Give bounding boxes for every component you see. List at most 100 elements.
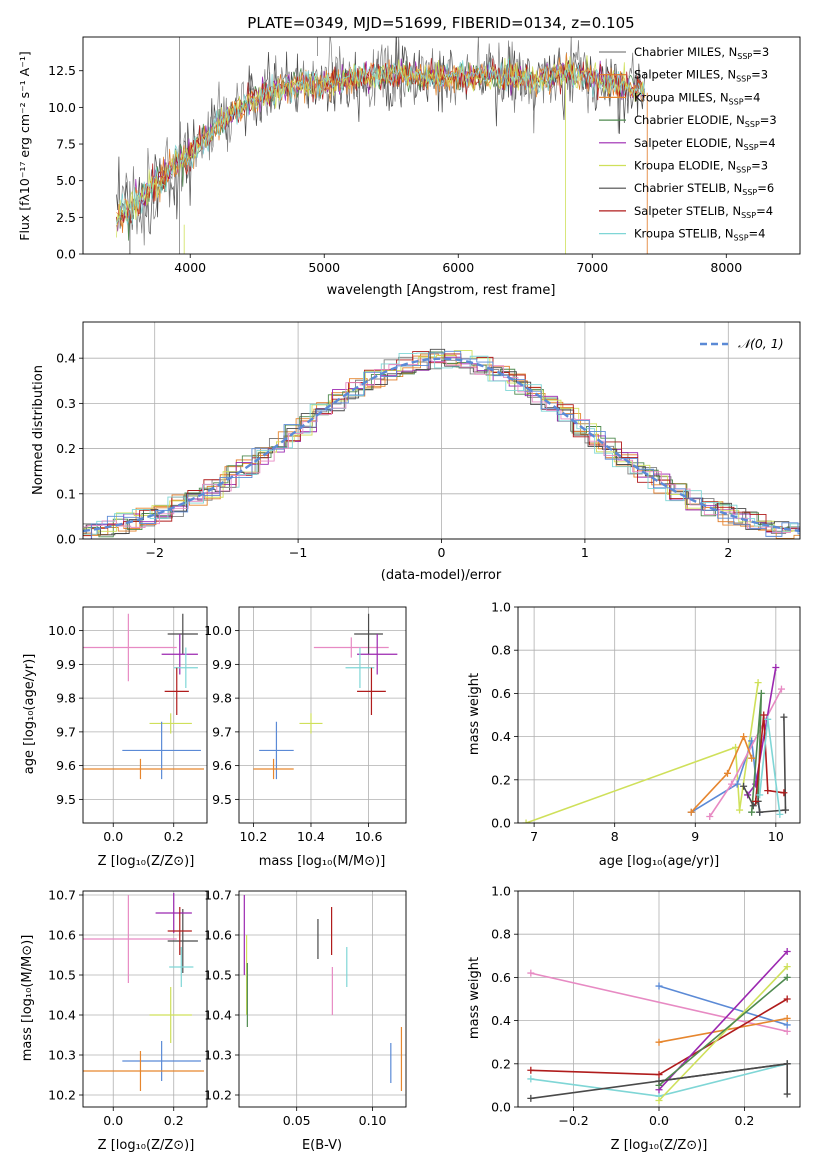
y-tick-label: 12.5 [48, 63, 76, 78]
histogram-series [83, 352, 800, 535]
weight-marker [740, 782, 748, 790]
legend-entry: Kroupa STELIB, NSSP=4 [634, 227, 765, 243]
y-tick-label: 9.6 [212, 758, 232, 773]
x-axis-label: Z [log₁₀(Z/Z⊙)] [98, 1138, 195, 1153]
x-tick-label: 7 [530, 829, 538, 844]
x-tick-label: −0.2 [558, 1113, 588, 1128]
weight-marker [783, 1014, 791, 1022]
errorbar-point [169, 947, 194, 987]
y-axis-label: Normed distribution [31, 365, 46, 495]
x-tick-label: 0.0 [103, 829, 123, 844]
mass-vs-metallicity-panel: 0.0 0.2 10.2 10.3 10.4 10.5 10.6 10.7 Z [log₁₀(… [20, 888, 208, 1153]
y-tick-label: 9.8 [56, 691, 76, 706]
errorbar-point [164, 667, 189, 715]
axes-frame [238, 606, 407, 824]
y-tick-label: 0.1 [56, 486, 76, 501]
weight-marker [723, 769, 731, 777]
weight-marker [783, 1021, 791, 1029]
x-axis-label: Z [log₁₀(Z/Z⊙)] [98, 854, 195, 869]
y-tick-label: 0.0 [491, 1100, 511, 1115]
weight-marker [752, 797, 760, 805]
y-tick-label: 10.7 [48, 888, 76, 903]
errorbars [253, 613, 398, 780]
y-tick-label: 10.2 [204, 1088, 232, 1103]
weight-marker [527, 1066, 535, 1074]
errorbars [83, 893, 204, 1091]
spectrum-line [116, 58, 646, 225]
weight-marker [764, 787, 772, 795]
weight-marker [749, 802, 757, 810]
y-tick-label: 10.2 [48, 1088, 76, 1103]
age-vs-mass-panel: 10.2 10.4 10.6 9.5 9.6 9.7 9.8 9.9 10.0 mass [lo… [204, 606, 407, 869]
errorbar-point [167, 909, 198, 973]
x-axis-label: E(B-V) [302, 1138, 342, 1153]
x-tick-label: 10.6 [355, 829, 383, 844]
weight-lines [527, 947, 791, 1105]
y-tick-label: 0.3 [56, 396, 76, 411]
x-tick-label: −1 [289, 545, 307, 560]
y-tick-label: 10.3 [204, 1048, 232, 1063]
weight-marker [776, 810, 784, 818]
x-tick-label: 10.4 [297, 829, 325, 844]
errorbar-point [173, 647, 198, 688]
y-tick-label: 9.9 [212, 657, 232, 672]
weight-marker [783, 947, 791, 955]
x-tick-label: 0.2 [164, 1113, 184, 1128]
errorbars [243, 895, 403, 1091]
y-tick-label: 10.0 [48, 623, 76, 638]
errorbar-point [83, 613, 177, 682]
legend: Chabrier MILES, NSSP=3 Salpeter MILES, NS… [599, 45, 777, 243]
y-tick-label: 9.9 [56, 657, 76, 672]
x-tick-label: 0.2 [735, 1113, 755, 1128]
spectrum-panel: PLATE=0349, MJD=51699, FIBERID=0134, z=0… [17, 14, 801, 298]
errorbar-point [83, 758, 204, 780]
axes-frame [82, 890, 208, 1108]
x-tick-label: 0.0 [649, 1113, 669, 1128]
x-tick-label: 0 [438, 545, 446, 560]
errorbar-point [167, 907, 192, 955]
y-tick-label: 2.5 [56, 210, 76, 225]
y-tick-label: 0.0 [56, 247, 76, 262]
y-tick-label: 1.0 [491, 600, 511, 615]
x-axis-label: Z [log₁₀(Z/Z⊙)] [611, 1138, 708, 1153]
y-tick-label: 0.2 [56, 441, 76, 456]
y-tick-label: 10.7 [204, 888, 232, 903]
weight-marker [781, 806, 789, 814]
x-axis-label: (data-model)/error [381, 568, 502, 583]
age-vs-metallicity-panel: 0.0 0.2 9.5 9.6 9.7 9.8 9.9 10.0 Z [log₁₀(Z/Z⊙)… [22, 606, 208, 869]
weight-series [658, 985, 788, 1026]
y-tick-label: 0.4 [491, 729, 511, 744]
y-tick-label: 10.3 [48, 1048, 76, 1063]
errorbar-point [259, 721, 294, 780]
histogram-steps [83, 348, 800, 539]
legend-entry: 𝒩(0, 1) [738, 336, 784, 351]
weight-marker [728, 780, 736, 788]
mass-weight-vs-age-panel: 7 8 9 10 0.0 0.2 0.4 0.6 0.8 1.0 age [log₁₀(age/y… [467, 600, 801, 869]
y-tick-label: 0.8 [491, 643, 511, 658]
errorbar-point [299, 713, 323, 734]
weight-marker [748, 808, 756, 816]
y-tick-label: 10.5 [48, 968, 76, 983]
weight-marker [527, 1094, 535, 1102]
y-tick-label: 10.6 [48, 928, 76, 943]
weight-marker [687, 808, 695, 816]
spectrum-lines [116, 37, 648, 254]
x-tick-label: 0.05 [283, 1113, 311, 1128]
weight-series [530, 972, 788, 1033]
weight-marker [783, 1090, 791, 1098]
axes-frame [82, 321, 801, 540]
weight-marker [780, 713, 788, 721]
y-tick-label: 9.5 [212, 792, 232, 807]
y-tick-label: 7.5 [56, 137, 76, 152]
axes-frame [517, 606, 801, 824]
y-tick-label: 9.7 [212, 724, 232, 739]
y-axis-label: age [log₁₀(age/yr)] [22, 654, 37, 775]
x-tick-label: 0.2 [164, 829, 184, 844]
x-tick-label: 2 [724, 545, 732, 560]
histogram-series [83, 350, 800, 539]
y-tick-label: 10.0 [204, 623, 232, 638]
x-tick-label: 8000 [710, 260, 742, 275]
axes-frame [82, 606, 208, 824]
errorbar-point [354, 613, 383, 655]
